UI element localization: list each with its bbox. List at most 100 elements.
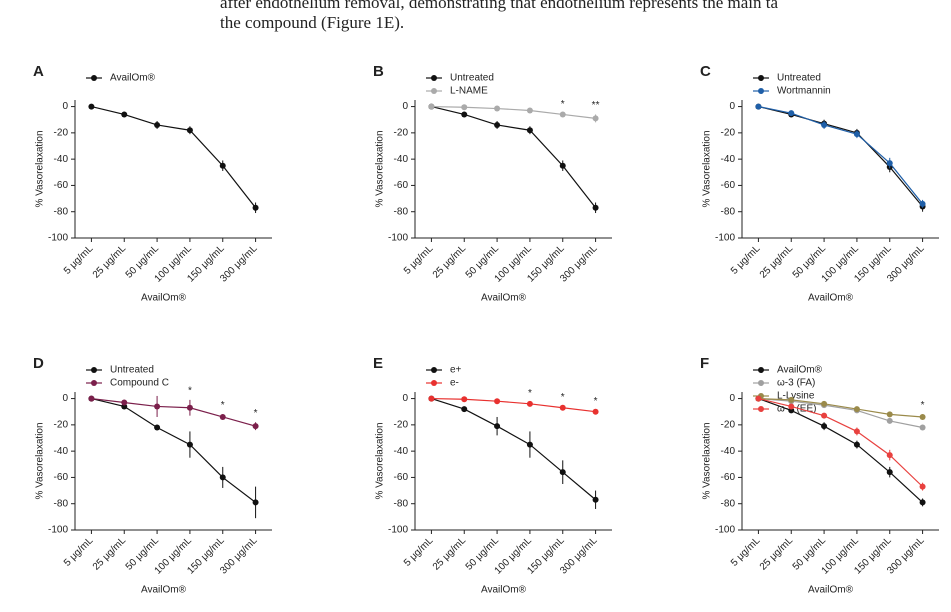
y-tick-label: 0 xyxy=(402,101,408,112)
data-point xyxy=(592,204,599,211)
x-tick-label: 5 μg/mL xyxy=(402,535,436,569)
y-tick-label: -40 xyxy=(721,154,736,165)
data-point xyxy=(428,395,435,402)
data-point xyxy=(461,396,468,403)
data-point xyxy=(526,441,533,448)
data-point xyxy=(154,403,161,410)
y-tick-label: -80 xyxy=(721,498,736,509)
data-point xyxy=(494,105,501,112)
y-tick-label: -20 xyxy=(721,419,736,430)
legend-marker xyxy=(758,75,764,81)
y-tick-label: -100 xyxy=(388,233,408,244)
data-point xyxy=(154,424,161,431)
y-axis-label: % Vasorelaxation xyxy=(35,422,46,499)
legend-label: e+ xyxy=(450,365,462,376)
legend-label: ω-3 (EE) xyxy=(777,404,816,415)
data-point xyxy=(526,400,533,407)
significance-mark: * xyxy=(561,99,565,110)
series-line xyxy=(91,397,256,503)
y-tick-label: -20 xyxy=(54,419,69,430)
data-point xyxy=(886,417,893,424)
series-line xyxy=(758,105,924,205)
x-tick-label: 5 μg/mL xyxy=(402,243,436,277)
x-axis-label: AvailOm® xyxy=(808,585,854,596)
legend-label: L-Lysine xyxy=(777,391,815,402)
x-tick-label: 25 μg/mL xyxy=(431,243,469,281)
y-tick-label: -100 xyxy=(48,525,68,536)
data-point xyxy=(461,406,468,413)
legend-marker xyxy=(431,380,437,386)
data-point xyxy=(494,121,501,128)
significance-mark: * xyxy=(188,386,192,397)
y-tick-label: -20 xyxy=(54,127,69,138)
y-tick-label: -20 xyxy=(394,419,409,430)
y-tick-label: -60 xyxy=(721,472,736,483)
y-tick-label: -80 xyxy=(394,206,409,217)
data-point xyxy=(252,499,259,506)
y-axis-label: % Vasorelaxation xyxy=(702,130,713,207)
legend-label: Untreated xyxy=(777,73,821,84)
data-point xyxy=(919,413,926,420)
data-point xyxy=(461,111,468,118)
series-line xyxy=(431,397,596,413)
data-point xyxy=(461,104,468,111)
y-tick-label: -60 xyxy=(394,472,409,483)
y-tick-label: 0 xyxy=(62,101,68,112)
data-point xyxy=(186,127,193,134)
x-tick-label: 5 μg/mL xyxy=(729,535,763,569)
legend-label: AvailOm® xyxy=(110,73,156,84)
data-point xyxy=(919,483,926,490)
x-tick-label: 5 μg/mL xyxy=(729,243,763,277)
panel-label: D xyxy=(33,355,44,372)
y-tick-label: 0 xyxy=(729,101,735,112)
y-tick-label: -60 xyxy=(54,180,69,191)
legend-marker xyxy=(758,380,764,386)
data-point xyxy=(821,121,828,128)
data-point xyxy=(88,103,95,110)
x-tick-label: 25 μg/mL xyxy=(431,535,469,573)
x-axis-label: AvailOm® xyxy=(481,293,527,304)
significance-mark: * xyxy=(528,388,532,399)
significance-mark: * xyxy=(221,400,225,411)
data-point xyxy=(559,111,566,118)
legend-label: L-NAME xyxy=(450,86,488,97)
data-point xyxy=(853,428,860,435)
panel-label: F xyxy=(700,355,709,372)
panel-label: B xyxy=(373,63,384,80)
y-tick-label: -40 xyxy=(54,154,69,165)
series-line xyxy=(91,105,257,209)
data-point xyxy=(219,413,226,420)
data-point xyxy=(755,395,762,402)
data-point xyxy=(88,395,95,402)
data-point xyxy=(219,162,226,169)
data-point xyxy=(592,408,599,415)
legend-label: AvailOm® xyxy=(777,365,823,376)
legend-marker xyxy=(91,380,97,386)
significance-mark: * xyxy=(594,396,598,407)
y-tick-label: -40 xyxy=(54,446,69,457)
paragraph-line: the compound (Figure 1E). xyxy=(220,13,404,32)
paragraph-line: after endothelium removal, demonstrating… xyxy=(220,0,778,12)
data-point xyxy=(821,412,828,419)
y-tick-label: -40 xyxy=(721,446,736,457)
data-point xyxy=(592,115,599,122)
data-point xyxy=(526,127,533,134)
data-point xyxy=(853,441,860,448)
significance-mark: * xyxy=(921,400,925,411)
legend-label: Untreated xyxy=(110,365,154,376)
data-point xyxy=(886,452,893,459)
data-point xyxy=(755,103,762,110)
y-tick-label: -60 xyxy=(721,180,736,191)
x-axis-label: AvailOm® xyxy=(481,585,527,596)
panel-label: C xyxy=(700,63,711,80)
legend-marker xyxy=(758,88,764,94)
y-tick-label: -80 xyxy=(394,498,409,509)
data-point xyxy=(919,200,926,207)
y-tick-label: -80 xyxy=(721,206,736,217)
data-point xyxy=(886,160,893,167)
